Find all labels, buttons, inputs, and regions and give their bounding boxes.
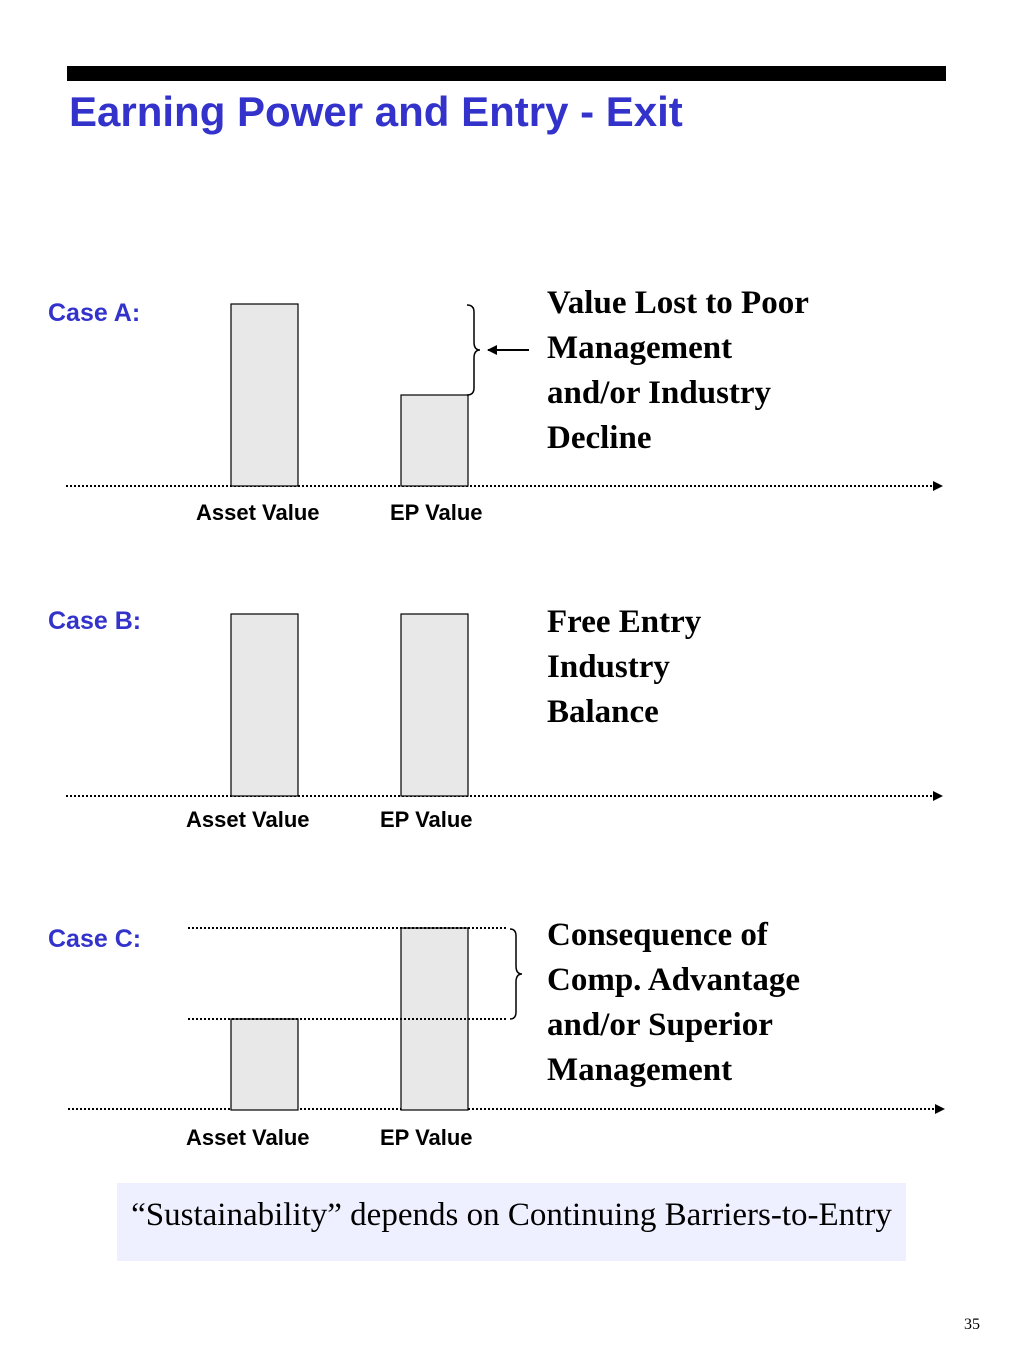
- case-c-note-line: Consequence of: [547, 917, 768, 953]
- case-b-label: Case B:: [48, 607, 142, 635]
- asset-value-label-case-a: Asset Value: [196, 500, 320, 525]
- case-b-note-line: Balance: [547, 694, 659, 730]
- case-c-note-line: and/or Superior: [547, 1007, 773, 1043]
- asset-value-bar-case-c: [230, 1018, 299, 1111]
- case-b-note: Free Entry Industry Balance: [547, 600, 701, 735]
- slide-title: Earning Power and Entry - Exit: [69, 88, 683, 135]
- case-c-label: Case C:: [48, 925, 142, 953]
- ep-value-bar-case-a: [400, 394, 469, 487]
- case-c-note-line: Comp. Advantage: [547, 962, 801, 998]
- ep-value-label-case-c: EP Value: [380, 1125, 473, 1150]
- asset-value-label-case-c: Asset Value: [186, 1125, 310, 1150]
- sustainability-callout: “Sustainability” depends on Continuing B…: [117, 1183, 906, 1261]
- case-a-note-line: Decline: [547, 420, 652, 456]
- case-a-note: Value Lost to Poor Management and/or Ind…: [547, 281, 809, 461]
- case-a-note-line: Value Lost to Poor: [547, 285, 809, 321]
- case-c-note-line: Management: [547, 1052, 733, 1088]
- asset-value-bar-case-a: [230, 303, 299, 487]
- ep-value-bar-case-b: [400, 613, 469, 797]
- asset-value-bar-case-b: [230, 613, 299, 797]
- case-c-note: Consequence of Comp. Advantage and/or Su…: [547, 913, 800, 1093]
- ep-value-label-case-b: EP Value: [380, 807, 473, 832]
- page-number: 35: [964, 1316, 980, 1333]
- case-a-note-line: and/or Industry: [547, 375, 772, 411]
- case-b-note-line: Free Entry: [547, 604, 702, 640]
- asset-value-label-case-b: Asset Value: [186, 807, 310, 832]
- case-b-note-line: Industry: [547, 649, 670, 685]
- case-a-label: Case A:: [48, 299, 141, 327]
- title-rule: [67, 66, 946, 81]
- ep-value-label-case-a: EP Value: [390, 500, 483, 525]
- value-lost-brace: [466, 304, 481, 396]
- advantage-brace: [509, 928, 523, 1020]
- case-a-note-line: Management: [547, 330, 733, 366]
